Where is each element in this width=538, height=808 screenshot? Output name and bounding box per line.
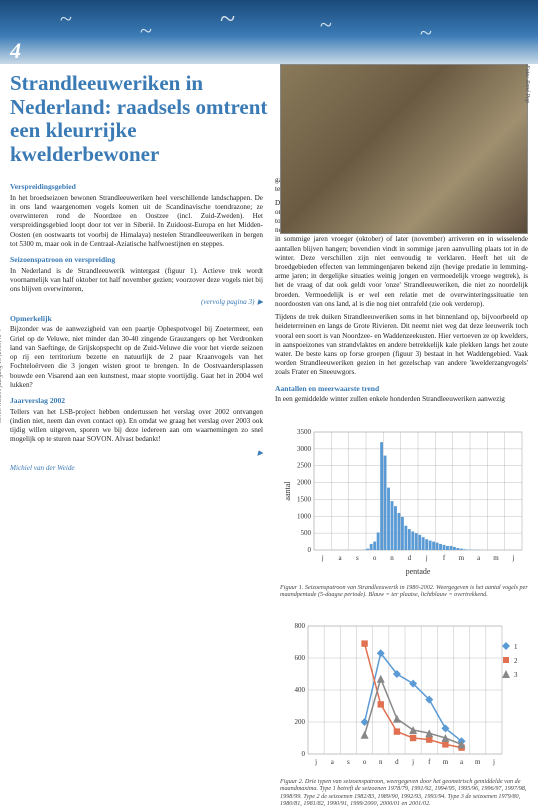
chart1: 0 500 1000 1500 2000 2500 3000 3500 j a s o n d j f m a m j… — [280, 426, 528, 599]
photo: Foto: René Pop — [280, 64, 528, 234]
svg-text:200: 200 — [295, 718, 306, 726]
svg-text:800: 800 — [295, 622, 306, 630]
svg-text:f: f — [428, 758, 431, 766]
svg-text:1: 1 — [514, 643, 518, 651]
svg-text:o: o — [373, 554, 377, 562]
svg-text:500: 500 — [301, 529, 312, 537]
svg-text:a: a — [460, 758, 464, 766]
section-head: Aantallen en meerwaarste trend — [275, 384, 528, 394]
photo-credit: Foto: René Pop — [524, 65, 530, 103]
body-text: Tellers van het LSB-project hebben onder… — [10, 408, 263, 445]
body-text: Bijzonder was de aanwezigheid van een pa… — [10, 325, 263, 390]
svg-text:s: s — [356, 554, 359, 562]
svg-text:2000: 2000 — [297, 479, 312, 487]
chart1-caption: Figuur 1. Seizoenspatroon van Strandleeu… — [280, 584, 528, 599]
continuation-marker: (vervolg pagina 3)▶ — [10, 298, 263, 307]
svg-text:j: j — [321, 554, 324, 562]
svg-text:a: a — [331, 758, 335, 766]
svg-text:j: j — [425, 554, 428, 562]
svg-text:1000: 1000 — [297, 512, 312, 520]
svg-text:3500: 3500 — [297, 428, 312, 436]
svg-text:m: m — [493, 554, 499, 562]
svg-text:n: n — [390, 554, 394, 562]
svg-text:0: 0 — [308, 546, 312, 554]
svg-text:0: 0 — [302, 750, 306, 758]
svg-text:a: a — [338, 554, 342, 562]
svg-text:a: a — [477, 554, 481, 562]
svg-text:pentade: pentade — [406, 567, 431, 576]
svg-text:f: f — [443, 554, 446, 562]
svg-text:2: 2 — [514, 657, 518, 665]
svg-text:1500: 1500 — [297, 495, 312, 503]
svg-text:aantal: aantal — [283, 481, 292, 501]
body-text: In Nederland is de Strandleeuwerik winte… — [10, 267, 263, 295]
svg-text:d: d — [408, 554, 412, 562]
arrow-icon: ▶ — [257, 298, 263, 307]
svg-text:j: j — [314, 758, 317, 766]
page-number: 4 — [10, 38, 21, 64]
arrow-marker: ▶ — [10, 449, 263, 458]
author: Michiel van der Weide — [10, 464, 263, 473]
svg-text:j: j — [492, 758, 495, 766]
svg-text:d: d — [395, 758, 399, 766]
svg-text:s: s — [347, 758, 350, 766]
svg-text:j: j — [411, 758, 414, 766]
body-text: In het broedseizoen bewonen Strandleeuwe… — [10, 194, 263, 249]
svg-text:n: n — [379, 758, 383, 766]
svg-text:600: 600 — [295, 654, 306, 662]
svg-text:m: m — [443, 758, 449, 766]
svg-text:3000: 3000 — [297, 445, 312, 453]
svg-text:o: o — [363, 758, 367, 766]
section-head: Jaarverslag 2002 — [10, 396, 263, 406]
svg-text:2500: 2500 — [297, 462, 312, 470]
svg-text:j: j — [511, 554, 514, 562]
svg-text:400: 400 — [295, 686, 306, 694]
side-label: Sovon-Nieuws jaargang 16 (2003) nr 4 — [0, 329, 3, 423]
section-head: Opmerkelijk — [10, 314, 263, 324]
body-text: In een gemiddelde winter zullen enkele h… — [275, 395, 528, 404]
svg-text:m: m — [475, 758, 481, 766]
svg-text:3: 3 — [514, 671, 518, 679]
article-title: Strandleeuweriken in Nederland: raadsels… — [10, 72, 270, 166]
section-head: Seizoenspatroon en verspreiding — [10, 255, 263, 265]
header-band: ~ ~ ~ ~ ~ 4 — [0, 0, 538, 64]
svg-text:m: m — [459, 554, 465, 562]
body-text: Tijdens de trek duiken Strandleeuweriken… — [275, 313, 528, 378]
arrow-icon: ▶ — [257, 449, 263, 458]
chart2: 0 200 400 600 800 j a s o n d j f m a m j 1 2 3 Figuur 2. D… — [280, 620, 528, 808]
section-head: Verspreidingsgebied — [10, 182, 263, 192]
chart2-caption: Figuur 2. Drie typen van seizoenspatroon… — [280, 778, 528, 808]
